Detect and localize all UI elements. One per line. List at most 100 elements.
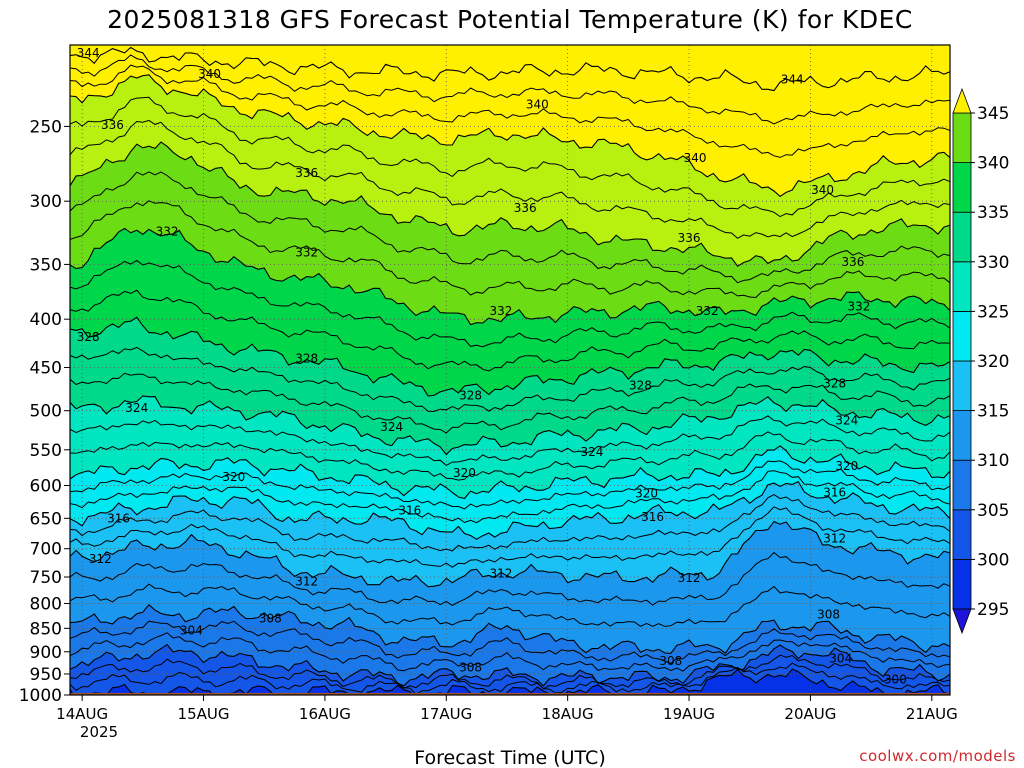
contour-label: 332 xyxy=(295,246,318,260)
contour-label: 324 xyxy=(580,445,603,459)
x-tick-label: 21AUG xyxy=(906,705,958,723)
contour-label: 328 xyxy=(295,351,318,365)
x-axis-label: Forecast Time (UTC) xyxy=(414,747,605,768)
y-tick-label: 800 xyxy=(30,594,62,614)
contour-label: 324 xyxy=(125,401,148,415)
contour-label: 336 xyxy=(101,118,124,132)
isentrope-lines xyxy=(70,46,950,695)
colorbar-segment xyxy=(952,410,972,461)
x-tick-label: 16AUG xyxy=(299,705,351,723)
y-tick-label: 700 xyxy=(30,540,62,560)
theta-band xyxy=(70,395,950,499)
contour-label: 308 xyxy=(459,660,482,674)
isentrope-line xyxy=(70,506,950,568)
x-tick-label: 14AUG xyxy=(56,705,108,723)
x-axis: 14AUG 15AUG 16AUG 17AUG 18AUG 19AUG 20AUG 21AUG xyxy=(56,695,958,723)
isentrope-line xyxy=(70,620,950,665)
contour-label: 304 xyxy=(180,624,203,638)
contour-label: 328 xyxy=(629,378,652,392)
contour-label: 340 xyxy=(684,151,707,165)
contour-label: 312 xyxy=(295,574,318,588)
x-tick-label: 18AUG xyxy=(542,705,594,723)
isentrope-line xyxy=(70,64,950,158)
colorbar-segment xyxy=(952,360,972,411)
isentrope-line xyxy=(70,46,950,92)
contour-label: 336 xyxy=(678,231,701,245)
isentrope-line xyxy=(70,316,950,397)
y-tick-label: 400 xyxy=(30,310,62,330)
contour-label: 316 xyxy=(398,504,421,518)
isentrope-line xyxy=(70,480,950,540)
colorbar-segment xyxy=(952,261,972,312)
x-year-label: 2025 xyxy=(80,723,118,741)
isentrope-line xyxy=(70,227,950,326)
colorbar-segment xyxy=(952,509,972,560)
isentrope-line xyxy=(70,583,950,627)
isentrope-line xyxy=(70,494,950,552)
y-tick-label: 900 xyxy=(30,643,62,663)
y-tick-label: 500 xyxy=(30,402,62,422)
isentrope-line xyxy=(70,460,950,510)
contour-label: 316 xyxy=(823,485,846,499)
y-tick-label: 850 xyxy=(30,619,62,639)
colorbar: 295 300 305 310 315 320 325 330 335 340 345 xyxy=(952,87,1009,635)
contour-label: 320 xyxy=(222,470,245,484)
isentrope-line xyxy=(70,96,950,218)
isentrope-line xyxy=(70,141,950,267)
contour-label: 332 xyxy=(696,304,719,318)
y-tick-label: 450 xyxy=(30,358,62,378)
y-tick-label: 300 xyxy=(30,192,62,212)
isentrope-line xyxy=(70,415,950,467)
colorbar-segment xyxy=(952,310,972,362)
theta-band xyxy=(70,644,950,695)
isentrope-line xyxy=(70,632,950,672)
colorbar-label: 310 xyxy=(977,451,1009,471)
contour-label: 344 xyxy=(77,46,100,60)
colorbar-segment xyxy=(952,211,972,263)
contour-label: 316 xyxy=(107,511,130,525)
isentrope-line xyxy=(70,289,950,372)
colorbar-segment xyxy=(952,112,972,163)
contour-label: 312 xyxy=(823,532,846,546)
y-tick-label: 250 xyxy=(30,117,62,137)
contour-label: 312 xyxy=(89,552,112,566)
contour-label: 320 xyxy=(635,487,658,501)
colorbar-label: 330 xyxy=(977,253,1009,273)
theta-band xyxy=(70,47,950,197)
contour-label: 300 xyxy=(884,673,907,687)
contour-label: 304 xyxy=(829,652,852,666)
theta-band xyxy=(70,45,950,91)
isentrope-line xyxy=(70,74,950,198)
theta-band xyxy=(70,445,950,540)
y-axis: 250 300 350 400 450 500 550 600 650 700 750 800 850 9… xyxy=(19,117,70,706)
theta-band xyxy=(70,521,950,654)
y-tick-label: 350 xyxy=(30,255,62,275)
contour-label: 308 xyxy=(659,654,682,668)
y-tick-label: 600 xyxy=(30,476,62,496)
theta-band xyxy=(70,228,950,396)
credit-text: coolwx.com/models xyxy=(859,747,1016,765)
surface-band xyxy=(70,692,950,695)
isentrope-line xyxy=(70,395,950,456)
contour-label: 336 xyxy=(514,201,537,215)
colorbar-label: 335 xyxy=(977,203,1009,223)
x-tick-label: 19AUG xyxy=(663,705,715,723)
isentrope-line xyxy=(70,372,950,434)
colorbar-label: 320 xyxy=(977,352,1009,372)
surface-fill xyxy=(70,692,950,695)
x-tick-label: 20AUG xyxy=(784,705,836,723)
contour-label: 308 xyxy=(817,608,840,622)
chart-title: 2025081318 GFS Forecast Potential Temper… xyxy=(107,5,913,34)
colorbar-segment xyxy=(952,459,972,511)
isentrope-line xyxy=(70,171,950,284)
theta-band xyxy=(70,74,950,267)
contour-label: 328 xyxy=(77,330,100,344)
colorbar-label: 305 xyxy=(977,501,1009,521)
colorbar-label: 325 xyxy=(977,302,1009,322)
y-tick-label: 650 xyxy=(30,509,62,529)
isentrope-line xyxy=(70,643,950,687)
y-tick-label: 950 xyxy=(30,665,62,685)
y-tick-label: 1000 xyxy=(19,686,62,706)
contour-label: 320 xyxy=(835,459,858,473)
isentrope-line xyxy=(70,431,950,481)
